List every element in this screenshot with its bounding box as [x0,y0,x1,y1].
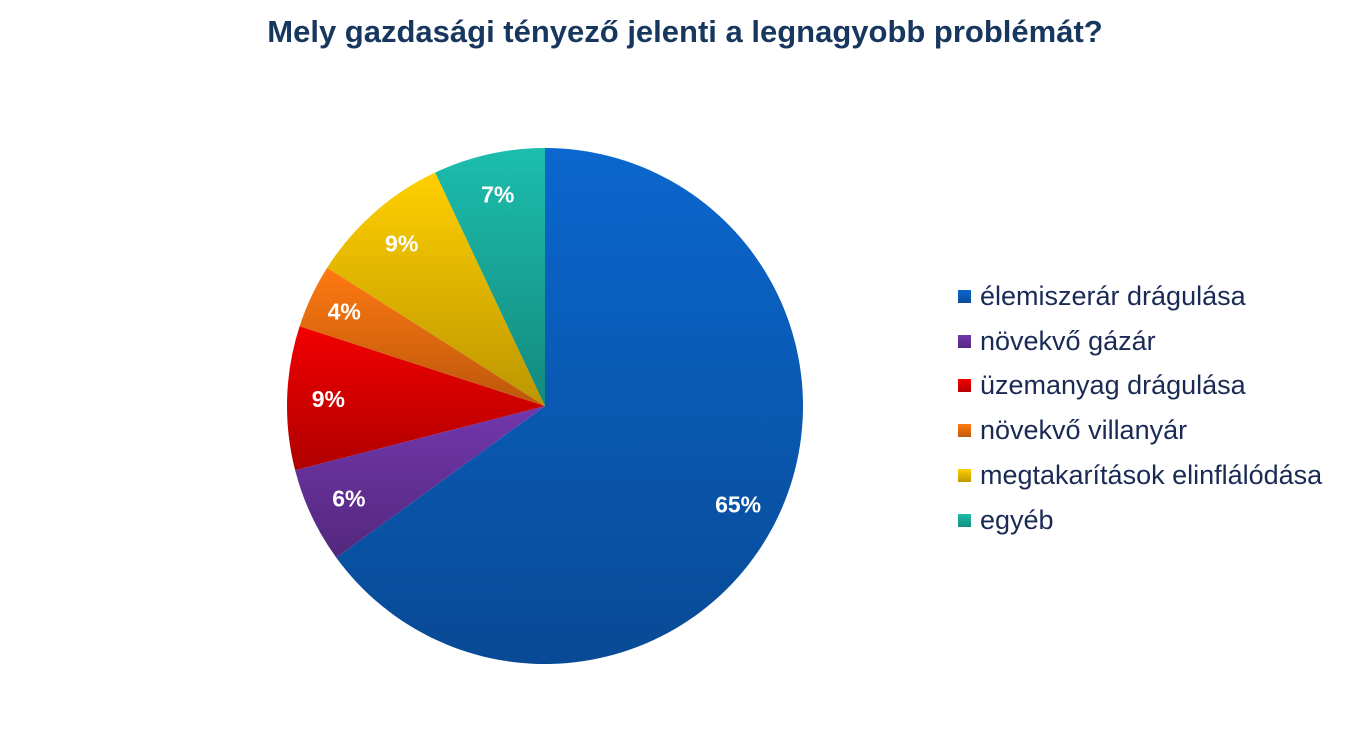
pie-slice-novekvo-gazar [295,406,545,558]
slice-label-egyeb: 7% [481,181,514,207]
chart-legend: élemiszerár drágulása növekvő gázár üzeman… [958,274,1322,543]
chart-title: Mely gazdasági tényező jelenti a legnagy… [267,14,1103,49]
legend-item-megtakaritasok-elinflalodasa: megtakarítások elinflálódása [958,453,1322,498]
pie-slice-labels: 65% 6% 9% 4% 9% 7% [312,181,761,517]
legend-item-novekvo-villanyar: növekvő villanyár [958,408,1322,453]
slice-label-novekvo-gazar: 6% [332,485,365,511]
pie-slice-megtakaritasok-elinflalodasa [327,172,545,406]
pie-slice-novekvo-villanyar [299,267,545,406]
legend-label: növekvő villanyár [980,415,1188,446]
legend-swatch [958,289,971,303]
pie-slice-egyeb [435,148,545,406]
legend-item-elemiszerar-dragulasa: élemiszerár drágulása [958,274,1322,319]
legend-label: élemiszerár drágulása [980,280,1246,311]
pie-slice-uzemanyag-dragulasa [287,326,545,471]
legend-label: növekvő gázár [980,325,1156,356]
slice-label-elemiszerar-dragulasa: 65% [715,491,761,517]
slice-label-uzemanyag-dragulasa: 9% [312,386,345,412]
legend-label: megtakarítások elinflálódása [980,460,1323,491]
legend-item-egyeb: egyéb [958,498,1322,543]
legend-label: egyéb [980,504,1054,535]
legend-item-novekvo-gazar: növekvő gázár [958,319,1322,364]
legend-swatch [958,379,971,393]
slice-label-megtakaritasok-elinflalodasa: 9% [385,230,418,256]
legend-swatch [958,424,971,438]
legend-item-uzemanyag-dragulasa: üzemanyag drágulása [958,364,1322,409]
legend-swatch [958,334,971,348]
slice-label-novekvo-villanyar: 4% [328,299,361,325]
pie-slice-elemiszerar-dragulasa [336,148,803,664]
legend-swatch [958,469,971,483]
legend-label: üzemanyag drágulása [980,370,1246,401]
pie-slices [287,148,803,664]
legend-swatch [958,513,971,527]
